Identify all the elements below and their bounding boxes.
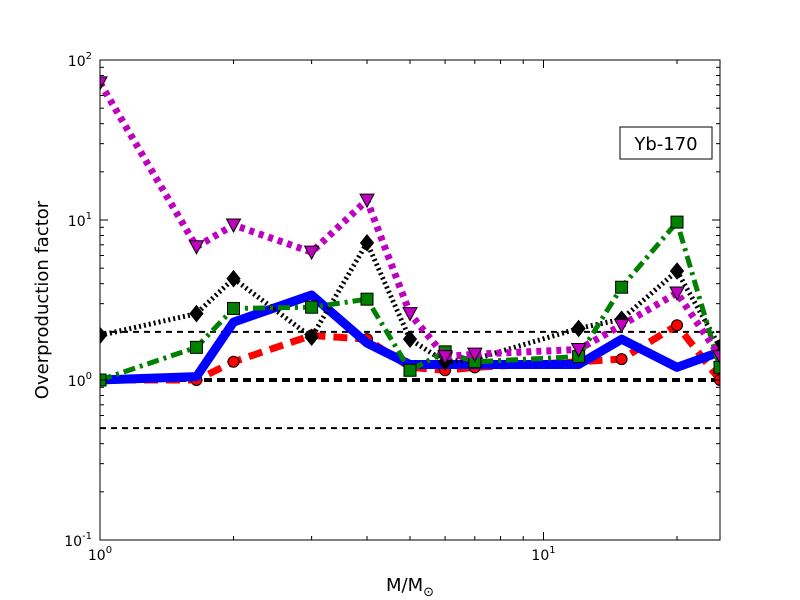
data-point [100,76,108,91]
x-axis-label-subscript: ⊙ [423,585,434,600]
series-line [100,321,720,384]
data-point [402,330,418,348]
data-point [613,318,630,334]
plot-frame [99,59,721,541]
annotation-label: Yb-170 [633,134,697,155]
data-point [226,269,241,288]
data-point [360,292,374,306]
series-layer [100,76,720,387]
data-point [225,218,242,234]
series-4 [100,76,720,365]
y-tick-label: 102 [68,51,92,70]
data-point [712,350,720,365]
data-point [227,355,240,368]
data-point [570,343,587,358]
y-tick-label: 101 [68,211,92,230]
x-axis-label: M/M⊙ [386,575,434,600]
data-point [671,319,684,332]
data-point [669,262,685,280]
data-point [615,353,628,366]
data-point [359,234,375,252]
x-tick-label: 100 [88,545,112,564]
data-point [304,328,319,347]
data-point [615,280,629,294]
series-1 [100,290,720,385]
series-line [100,290,720,385]
data-point [402,307,418,322]
y-tick-label: 10-1 [64,531,92,550]
data-point [359,193,375,209]
data-point [227,301,241,315]
data-point [403,363,417,377]
data-point [713,360,720,374]
y-axis-label: Overproduction factor [32,200,53,399]
data-point [437,350,453,365]
data-point [670,215,684,229]
x-tick-label: 101 [531,545,555,564]
data-point [188,240,205,255]
data-point [303,245,320,261]
data-point [466,347,483,363]
annotation-box: Yb-170 [619,126,713,160]
data-point [669,286,685,302]
data-point [189,304,204,323]
series-line [100,219,720,383]
y-tick-label: 100 [68,371,92,390]
series-line [100,81,720,361]
data-point [305,300,319,314]
plot-background [100,60,720,540]
series-line [100,240,720,365]
data-point [189,340,203,354]
data-point [571,319,586,338]
